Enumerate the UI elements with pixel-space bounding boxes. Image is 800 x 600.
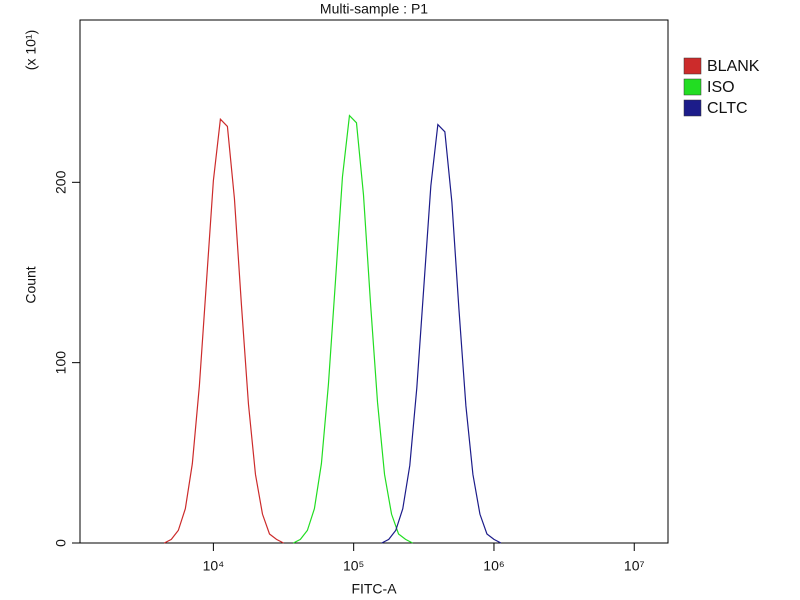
x-tick-label: 10⁷ xyxy=(624,558,645,574)
legend-label: CLTC xyxy=(707,100,748,117)
histogram-line xyxy=(381,123,502,544)
x-tick-label: 10⁴ xyxy=(203,558,225,574)
histogram-line xyxy=(164,117,284,544)
x-axis-label: FITC-A xyxy=(351,581,397,597)
y-tick-label: 100 xyxy=(53,351,69,375)
legend-label: ISO xyxy=(707,79,735,96)
legend-swatch xyxy=(683,57,702,75)
legend-swatch xyxy=(683,99,702,117)
legend-swatch xyxy=(683,78,702,96)
y-multiplier: (x 10¹) xyxy=(23,30,39,70)
histogram-line xyxy=(293,114,413,544)
plot-frame xyxy=(79,19,669,544)
y-tick-label: 200 xyxy=(53,170,69,194)
legend-label: BLANK xyxy=(707,58,760,75)
x-tick-label: 10⁵ xyxy=(343,558,364,574)
x-tick-label: 10⁶ xyxy=(483,558,504,574)
chart-title: Multi-sample : P1 xyxy=(320,1,428,17)
y-axis-label: Count xyxy=(23,266,39,303)
y-tick-label: 0 xyxy=(53,539,69,547)
